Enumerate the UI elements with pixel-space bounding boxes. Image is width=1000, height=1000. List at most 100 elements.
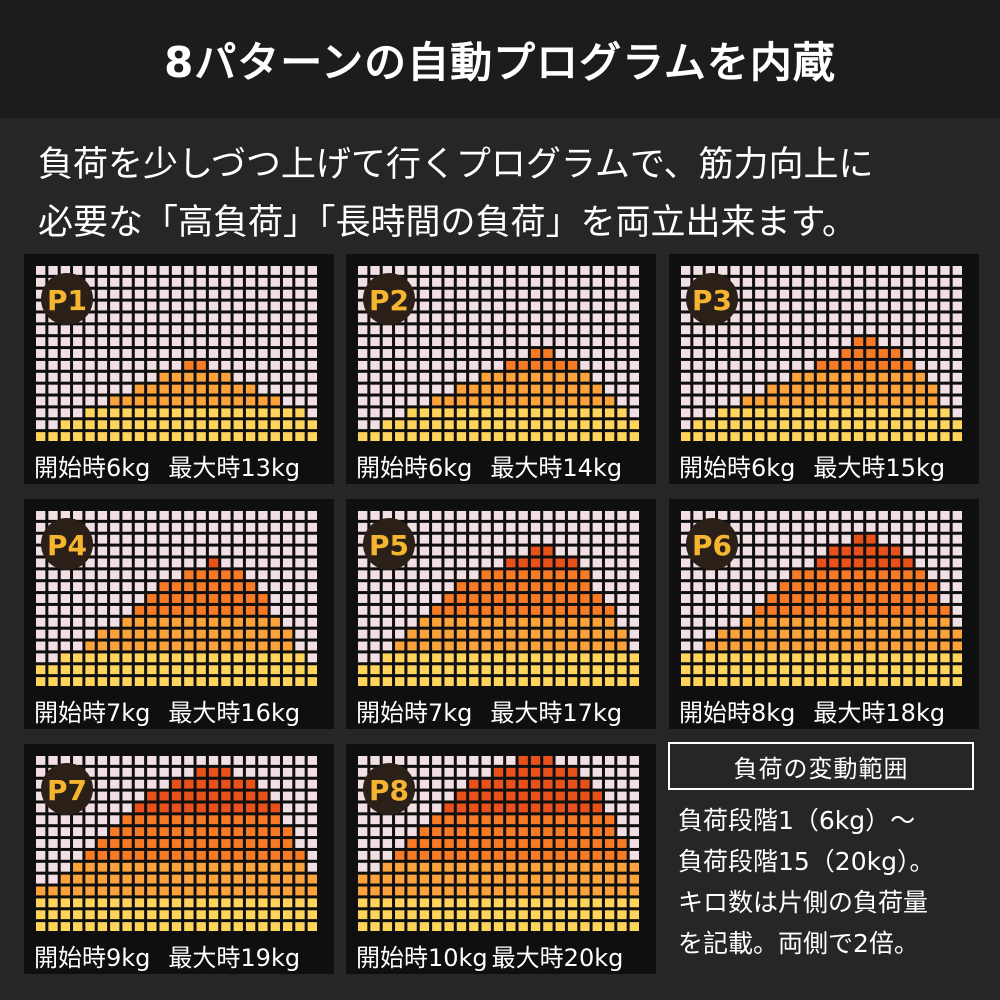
bar-p6-13 [829, 511, 839, 686]
bar-p6-9 [779, 511, 790, 686]
max-weight: 最大時17kg [490, 699, 623, 727]
start-weight: 開始時7kg [356, 699, 473, 727]
info-line-3: キロ数は片側の負荷量 [678, 888, 929, 917]
program-label: P4 [47, 529, 87, 562]
caption-p1: 開始時6kg 最大時13kg [34, 448, 334, 483]
bar-p8-12 [493, 756, 504, 931]
info-title: 負荷の変動範囲 [668, 742, 974, 790]
bar-p6-11 [804, 511, 814, 686]
intro-text: 負荷を少しづつ上げて行くプログラムで、筋力向上に 必要な「高負荷」「長時間の負荷… [38, 136, 978, 252]
caption-p8: 開始時10kg 最大時20kg [356, 938, 656, 973]
bar-p7-13 [184, 756, 194, 931]
bar-p3-13 [829, 266, 839, 441]
bar-p4-13 [184, 511, 194, 686]
bar-p2-20 [592, 266, 602, 441]
header-bar: 8パターンの自動プログラムを内蔵 [0, 0, 1000, 118]
bar-p8-18 [567, 756, 578, 931]
bar-p1-15 [208, 266, 219, 441]
bar-p8-16 [543, 756, 553, 931]
bar-p6-12 [816, 511, 827, 686]
start-weight: 開始時8kg [679, 699, 796, 727]
bar-p1-12 [171, 266, 182, 441]
bar-p2-11 [481, 266, 491, 441]
bar-p3-6 [742, 266, 753, 441]
program-label: P7 [47, 774, 87, 807]
bar-p5-8 [444, 511, 454, 686]
bar-p2-16 [543, 266, 553, 441]
bar-p6-22 [940, 511, 950, 686]
bar-p5-20 [592, 511, 602, 686]
program-label: P8 [369, 774, 409, 807]
bar-p6-6 [742, 511, 753, 686]
bar-p8-11 [481, 756, 491, 931]
bar-p5-15 [530, 511, 541, 686]
info-line-1: 負荷段階1（6kg）〜 [678, 806, 916, 835]
bar-p7-10 [147, 756, 157, 931]
program-label: P2 [369, 284, 409, 317]
program-panel-p2: P2 開始時6kg 最大時14kg [346, 254, 656, 484]
program-label: P6 [692, 529, 732, 562]
bar-p6-8 [767, 511, 777, 686]
bar-p2-7 [432, 266, 442, 441]
bar-p5-22 [617, 511, 627, 686]
bar-p2-13 [506, 266, 516, 441]
bar-p4-8 [122, 511, 132, 686]
program-panel-p5: P5 開始時7kg 最大時17kg [346, 499, 656, 729]
chart-p6: P6 [681, 511, 962, 686]
bar-p8-10 [469, 756, 479, 931]
program-panel-p4: P4 開始時7kg 最大時16kg [24, 499, 334, 729]
bar-p7-15 [208, 756, 219, 931]
bar-p4-9 [134, 511, 145, 686]
program-badge-p2: P2 [363, 273, 415, 325]
max-weight: 最大時15kg [813, 454, 946, 482]
bar-p1-20 [270, 266, 280, 441]
chart-p5: P5 [358, 511, 639, 686]
start-weight: 開始時9kg [34, 944, 151, 972]
bar-p4-20 [270, 511, 280, 686]
bar-p3-20 [915, 266, 925, 441]
bar-p2-9 [456, 266, 467, 441]
bar-p8-21 [604, 756, 615, 931]
caption-p5: 開始時7kg 最大時17kg [356, 693, 656, 728]
program-badge-p8: P8 [363, 763, 415, 815]
start-weight: 開始時6kg [679, 454, 796, 482]
bar-p8-14 [518, 756, 528, 931]
bar-p2-22 [617, 266, 627, 441]
bar-p6-10 [792, 511, 802, 686]
bar-p3-19 [903, 266, 913, 441]
bar-p8-8 [444, 756, 454, 931]
bar-p8-1 [358, 756, 368, 931]
chart-p3: P3 [681, 266, 962, 441]
bar-p2-8 [444, 266, 454, 441]
bar-p8-3 [382, 756, 393, 931]
bar-p6-7 [755, 511, 765, 686]
bar-p1-17 [233, 266, 243, 441]
bar-p1-18 [245, 266, 256, 441]
bar-p1-19 [258, 266, 268, 441]
bar-p8-23 [629, 756, 639, 931]
bar-p5-9 [456, 511, 467, 686]
bar-p6-14 [841, 511, 851, 686]
program-badge-p7: P7 [41, 763, 93, 815]
program-panel-p8: P8 開始時10kg 最大時20kg [346, 744, 656, 974]
info-text: 負荷段階1（6kg）〜 負荷段階15（20kg）。 キロ数は片側の負荷量 を記載… [668, 800, 984, 964]
bar-p1-7 [110, 266, 120, 441]
info-line-2: 負荷段階15（20kg）。 [678, 847, 935, 876]
page-title: 8パターンの自動プログラムを内蔵 [164, 37, 836, 87]
bar-p3-11 [804, 266, 814, 441]
bar-p7-8 [122, 756, 132, 931]
bar-p7-6 [97, 756, 108, 931]
bar-p1-16 [221, 266, 231, 441]
bar-p8-22 [617, 756, 627, 931]
chart-p2: P2 [358, 266, 639, 441]
max-weight: 最大時14kg [490, 454, 623, 482]
bar-p4-15 [208, 511, 219, 686]
caption-p6: 開始時8kg 最大時18kg [679, 693, 979, 728]
bar-p5-11 [481, 511, 491, 686]
bar-p4-11 [159, 511, 169, 686]
bar-p2-17 [555, 266, 565, 441]
program-badge-p5: P5 [363, 518, 415, 570]
bar-p8-13 [506, 756, 516, 931]
program-label: P5 [369, 529, 409, 562]
bar-p6-1 [681, 511, 691, 686]
